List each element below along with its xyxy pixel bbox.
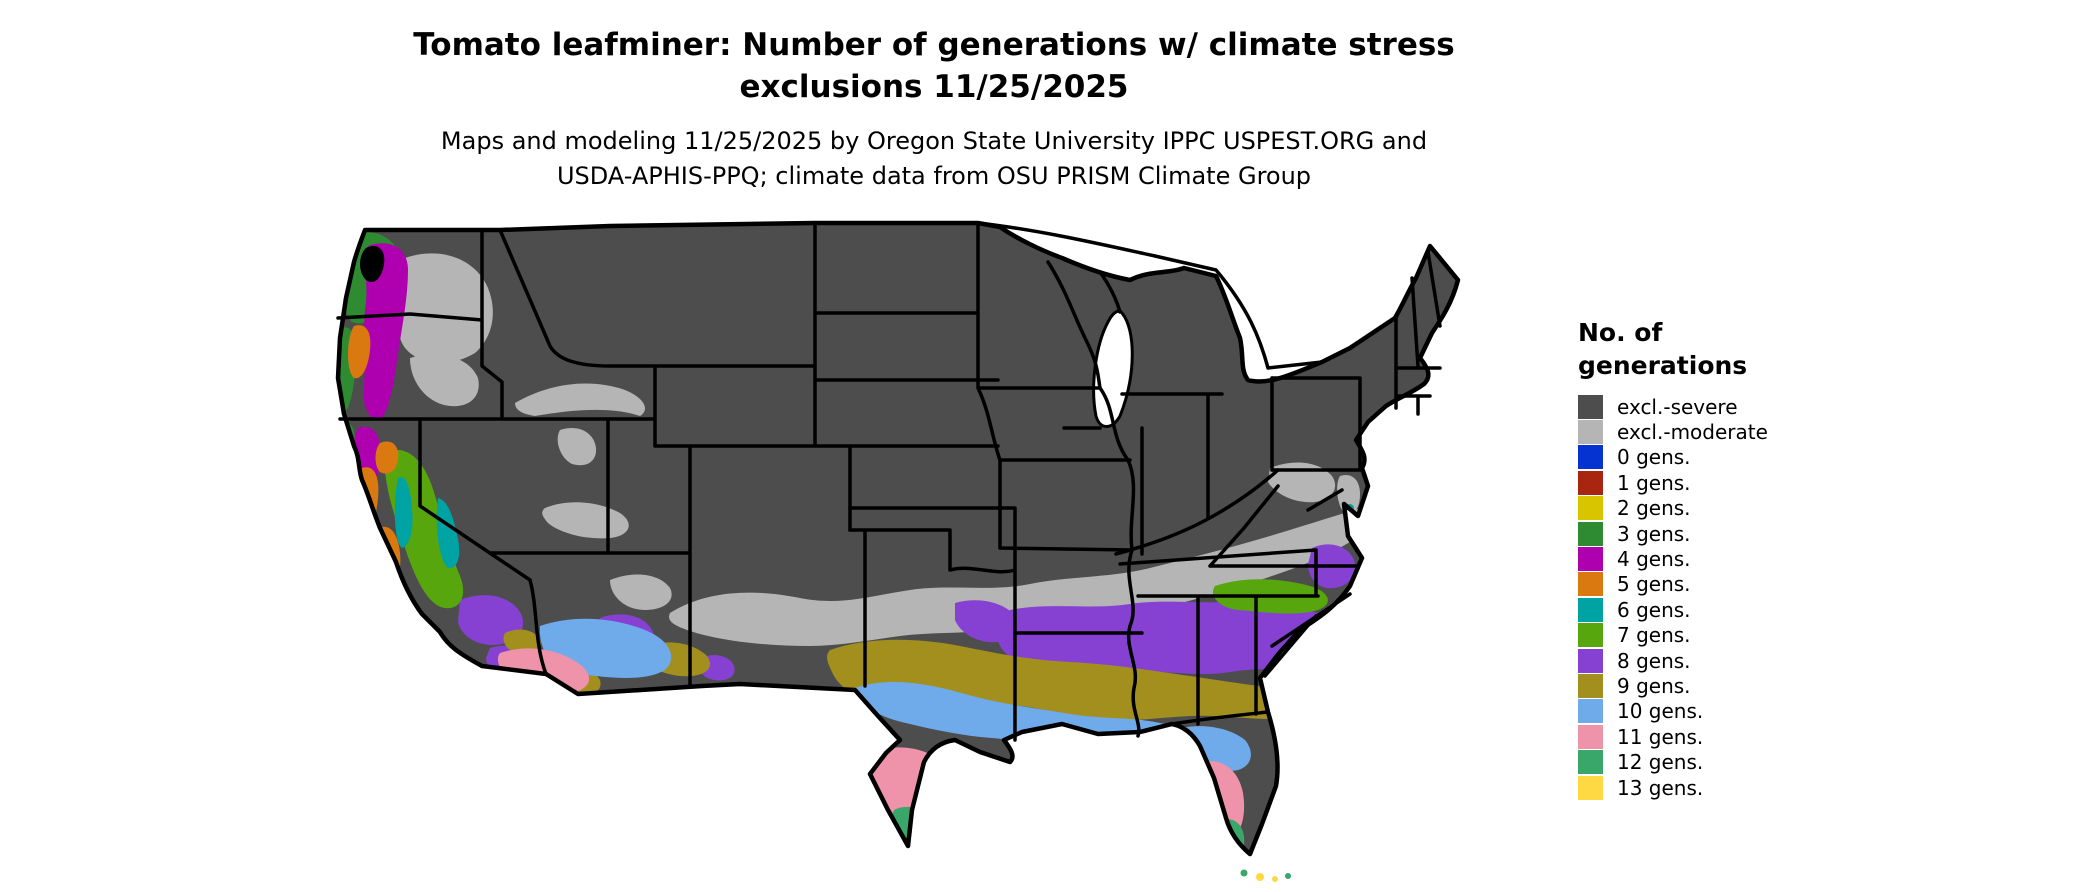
- legend-item-label: 5 gens.: [1617, 572, 1691, 597]
- zone-8gens-southeast-band: [997, 598, 1346, 676]
- legend-swatch: [1578, 445, 1603, 470]
- zone-9gens-california: [503, 629, 541, 655]
- legend-swatch: [1578, 496, 1603, 521]
- legend-item-label: 3 gens.: [1617, 521, 1691, 546]
- zones-6-gens: [394, 477, 1354, 569]
- legend-item-label: 6 gens.: [1617, 597, 1691, 622]
- legend-title-line1: No. of: [1578, 318, 1663, 347]
- legend-swatch: [1578, 673, 1603, 698]
- zone-13gens-keys-speck-2: [1272, 876, 1278, 882]
- legend-item-label: 10 gens.: [1617, 699, 1704, 724]
- zone-8gens-east-texas: [955, 600, 1018, 643]
- legend-item: 7 gens.: [1578, 623, 1878, 648]
- legend-item: 3 gens.: [1578, 521, 1878, 546]
- map-title-line2: exclusions 11/25/2025: [739, 69, 1129, 105]
- legend-item: excl.-severe: [1578, 394, 1878, 419]
- legend-swatch: [1578, 750, 1603, 775]
- zone-12gens-keys-speck-2: [1285, 873, 1291, 879]
- map-title-line1: Tomato leafminer: Number of generations …: [413, 27, 1455, 63]
- zone-5gens-willamette: [348, 325, 371, 379]
- legend-item-label: 4 gens.: [1617, 547, 1691, 572]
- state-borders-west: [336, 221, 1000, 688]
- zone-12gens-keys-speck: [1240, 869, 1248, 877]
- legend-item-label: 13 gens.: [1617, 775, 1704, 800]
- zone-6gens-valley-west: [394, 477, 413, 548]
- zone-6gens-valley-east: [436, 498, 460, 569]
- figure-subtitle: Maps and modeling 11/25/2025 by Oregon S…: [0, 124, 1868, 194]
- puget-sound-blob: [360, 245, 385, 283]
- subtitle-line2: USDA-APHIS-PPQ; climate data from OSU PR…: [556, 162, 1312, 190]
- zone-5gens-ca-coast-north: [353, 467, 379, 538]
- legend-swatch: [1578, 699, 1603, 724]
- legend-swatch: [1578, 394, 1603, 419]
- state-borders-northeast: [1270, 250, 1442, 512]
- legend-item: 11 gens.: [1578, 724, 1878, 749]
- state-borders-mississippi: [1046, 260, 1141, 738]
- legend-swatch: [1578, 775, 1603, 800]
- legend-items: excl.-severe excl.-moderate 0 gens. 1 gens.…: [1578, 394, 1878, 800]
- national-border-through-lakes: [976, 221, 1324, 370]
- legend-title-line2: generations: [1578, 351, 1748, 380]
- legend-swatch: [1578, 547, 1603, 572]
- legend-item: 10 gens.: [1578, 699, 1878, 724]
- legend-swatch: [1578, 724, 1603, 749]
- legend-item: 8 gens.: [1578, 648, 1878, 673]
- legend-swatch: [1578, 470, 1603, 495]
- legend-item-label: excl.-severe: [1617, 394, 1738, 419]
- legend-swatch: [1578, 572, 1603, 597]
- legend-item-label: 8 gens.: [1617, 648, 1691, 673]
- legend-swatch: [1578, 597, 1603, 622]
- legend-item-label: excl.-moderate: [1617, 420, 1768, 445]
- legend-swatch: [1578, 648, 1603, 673]
- state-borders-midwest: [1062, 270, 1280, 556]
- zone-moderate-great-salt-lake: [557, 428, 597, 466]
- legend-item-label: 9 gens.: [1617, 673, 1691, 698]
- zone-moderate-oregon-desert: [410, 354, 479, 407]
- lake-michigan: [1092, 309, 1134, 428]
- legend-item-label: 0 gens.: [1617, 445, 1691, 470]
- us-outline: [335, 220, 1461, 857]
- zone-moderate-south-band: [669, 508, 1368, 646]
- legend-item-label: 7 gens.: [1617, 623, 1691, 648]
- zone-moderate-snake-plain: [515, 383, 645, 416]
- zone-moderate-appalachia: [1268, 462, 1336, 503]
- legend-item-label: 11 gens.: [1617, 724, 1704, 749]
- zone-5gens-valley-rim: [375, 441, 399, 474]
- legend-item: 5 gens.: [1578, 572, 1878, 597]
- subtitle-line1: Maps and modeling 11/25/2025 by Oregon S…: [440, 127, 1428, 155]
- legend-item: 12 gens.: [1578, 749, 1878, 775]
- legend-item-label: 2 gens.: [1617, 496, 1691, 521]
- zone-13gens-keys-speck-1: [1256, 873, 1264, 881]
- legend-item-label: 12 gens.: [1617, 750, 1704, 775]
- legend-swatch: [1578, 521, 1603, 546]
- legend-item-label: 1 gens.: [1617, 470, 1691, 495]
- zone-moderate-columbia-basin: [394, 253, 493, 364]
- zones-12-gens: [887, 806, 1245, 854]
- legend-swatch: [1578, 623, 1603, 648]
- legend-swatch: [1578, 420, 1603, 445]
- legend-item: 0 gens.: [1578, 445, 1878, 470]
- zone-4gens-puget-willamette: [363, 243, 408, 419]
- us-map: [310, 218, 1560, 892]
- legend-item: 9 gens.: [1578, 673, 1878, 698]
- florida-keys-specks: [1240, 869, 1291, 882]
- legend-item: 4 gens.: [1578, 546, 1878, 572]
- legend-item: excl.-moderate: [1578, 419, 1878, 445]
- us-map-svg: [335, 220, 1461, 882]
- figure-header: Tomato leafminer: Number of generations …: [0, 24, 1868, 194]
- legend-item: 13 gens.: [1578, 775, 1878, 800]
- legend-item: 6 gens.: [1578, 597, 1878, 622]
- legend-item: 2 gens.: [1578, 496, 1878, 521]
- legend-item: 1 gens.: [1578, 470, 1878, 495]
- state-borders-plains: [813, 221, 1144, 742]
- legend: No. of generations excl.-severe excl.-mod…: [1578, 316, 1878, 800]
- zone-moderate-mogollon: [610, 574, 672, 610]
